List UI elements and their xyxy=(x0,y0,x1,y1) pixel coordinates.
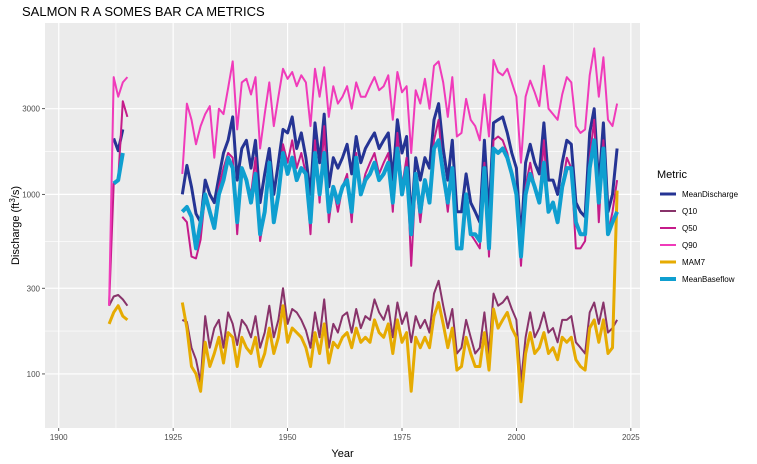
x-tick-label: 1900 xyxy=(50,433,68,442)
series-line-meanbaseflow xyxy=(180,138,619,259)
y-tick-label: 1000 xyxy=(22,190,40,199)
x-tick-label: 1925 xyxy=(164,433,182,442)
x-axis: 1900 1925 1950 1975 2000 2025 xyxy=(50,428,640,442)
x-tick-label: 1975 xyxy=(393,433,411,442)
y-axis: 100 300 1000 3000 xyxy=(22,105,45,379)
series-line-mam7 xyxy=(107,304,129,325)
legend-label-q50: Q50 xyxy=(682,224,698,233)
series-line-q90 xyxy=(108,76,129,306)
y-axis-title: Discharge (ft3/s) xyxy=(8,186,22,265)
series-line-q90 xyxy=(181,47,619,174)
y-axis-title-main: Discharge (ft xyxy=(10,203,22,265)
legend-label-meanbaseflow: MeanBaseflow xyxy=(682,275,735,284)
legend-label-q90: Q90 xyxy=(682,241,698,250)
legend-label-q10: Q10 xyxy=(682,207,698,216)
x-tick-label: 2025 xyxy=(622,433,640,442)
y-tick-label: 100 xyxy=(27,370,41,379)
series-line-mam7 xyxy=(180,190,619,404)
series-line-q10 xyxy=(108,294,129,307)
y-axis-title-tail: /s) xyxy=(10,186,22,198)
x-axis-title: Year xyxy=(331,448,354,460)
y-tick-label: 300 xyxy=(27,284,41,293)
series-line-meanbaseflow xyxy=(112,152,125,186)
y-tick-label: 3000 xyxy=(22,105,40,114)
legend-label-mam7: MAM7 xyxy=(682,258,706,267)
y-axis-title-sup: 3 xyxy=(8,198,17,203)
chart-title: SALMON R A SOMES BAR CA METRICS xyxy=(22,4,265,19)
legend-title: Metric xyxy=(657,169,687,181)
series-line-q10 xyxy=(181,279,618,384)
x-tick-label: 1950 xyxy=(279,433,297,442)
series-line-meandischarge xyxy=(180,102,619,243)
series-lines xyxy=(107,47,619,404)
plot-panel xyxy=(45,23,640,428)
x-tick-label: 2000 xyxy=(508,433,526,442)
legend: Metric MeanDischarge Q10 Q50 Q90 MAM7 MeanBas… xyxy=(657,169,739,284)
legend-label-meandischarge: MeanDischarge xyxy=(682,190,739,199)
